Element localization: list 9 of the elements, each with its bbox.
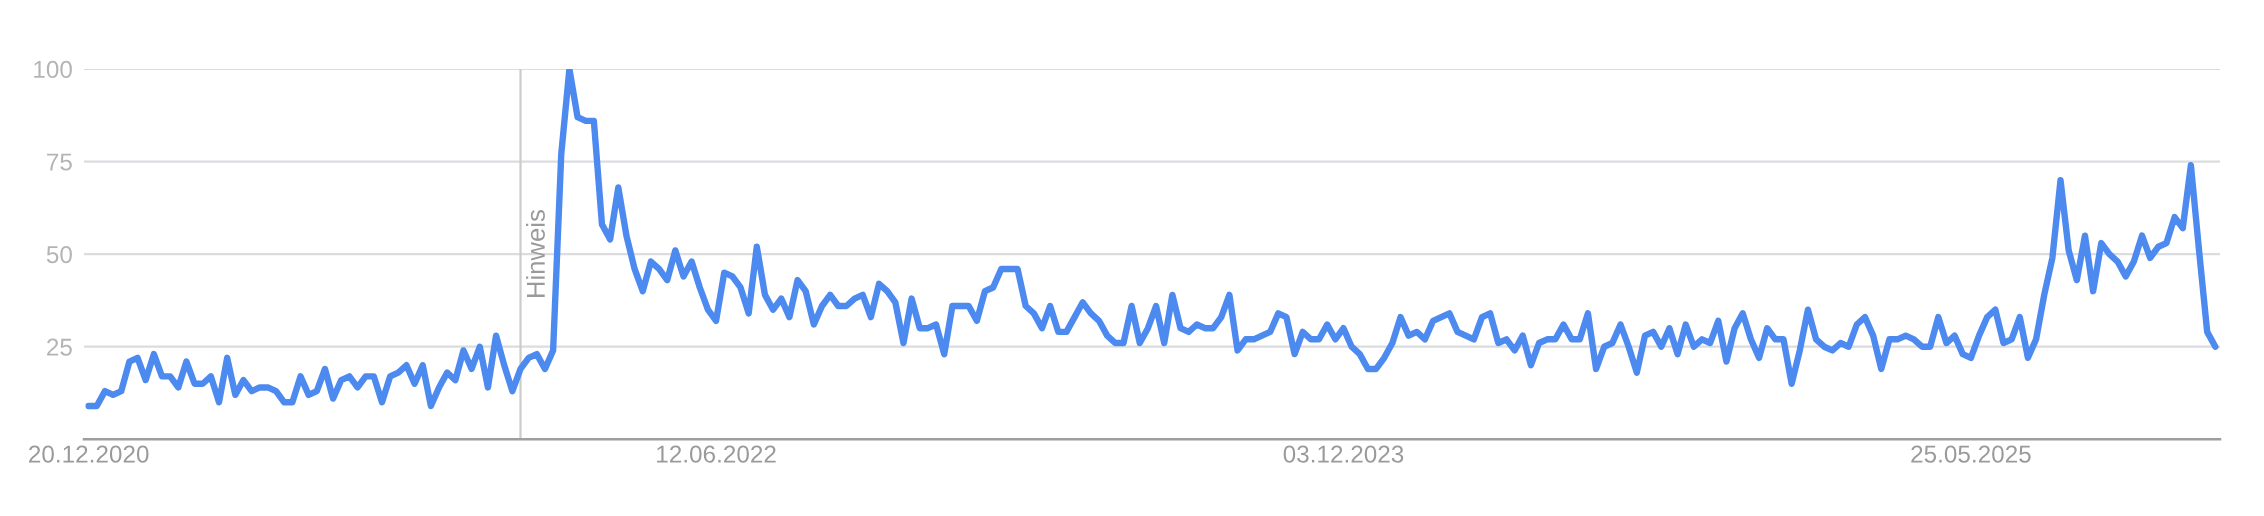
y-tick-label: 75 [47, 153, 72, 171]
x-tick-label: 03.12.2023 [1283, 445, 1404, 463]
ref-line-label: Hinweis [526, 210, 545, 298]
x-tick-label: 25.05.2025 [1911, 445, 2031, 463]
y-tick-label: 50 [46, 245, 72, 264]
y-tick-label: 25 [47, 338, 72, 356]
x-tick-label: 12.06.2022 [657, 445, 776, 463]
y-tick-label: 100 [34, 60, 72, 79]
x-tick-label: 20.12.2020 [29, 445, 149, 463]
